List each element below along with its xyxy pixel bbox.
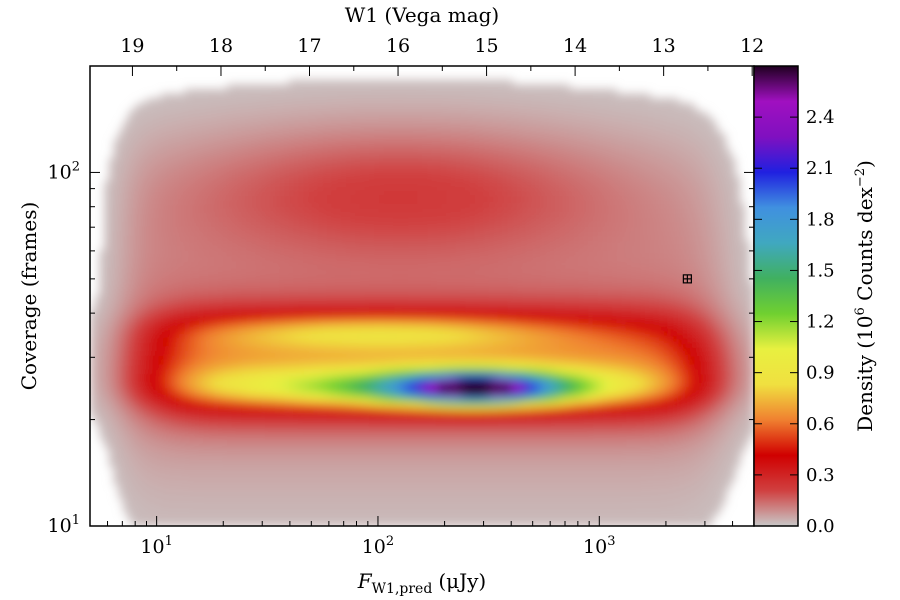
top-tick-label: 16 xyxy=(386,35,410,57)
y-axis-title: Coverage (frames) xyxy=(17,202,41,391)
x-axis-title: FW1,pred (μJy) xyxy=(357,569,486,597)
colorbar-tick-label: 1.8 xyxy=(806,209,835,230)
x-tick-label: 103 xyxy=(583,534,615,558)
density-map xyxy=(90,79,754,526)
colorbar-tick-label: 1.5 xyxy=(806,260,835,281)
y-tick-label: 102 xyxy=(48,159,80,183)
colorbar-title: Density (106 Counts dex−2) xyxy=(853,160,877,432)
colorbar xyxy=(753,65,799,527)
x-tick-label: 102 xyxy=(362,534,394,558)
colorbar-tick-label: 2.4 xyxy=(806,107,835,128)
error-marker-group xyxy=(682,274,692,284)
top-axis: 19 18 17 16 15 14 13 12 xyxy=(120,35,764,76)
x-tick-label: 101 xyxy=(140,534,172,558)
colorbar-tick-label: 2.1 xyxy=(806,158,835,179)
top-tick-label: 18 xyxy=(209,35,233,57)
top-tick-label: 19 xyxy=(120,35,144,57)
top-tick-label: 17 xyxy=(297,35,321,57)
colorbar-tick-label: 1.2 xyxy=(806,312,835,333)
top-tick-label: 12 xyxy=(740,35,764,57)
top-tick-label: 14 xyxy=(563,35,587,57)
top-axis-title: W1 (Vega mag) xyxy=(345,3,499,27)
colorbar-tick-label: 0.3 xyxy=(806,465,835,486)
colorbar-tick-label: 0.6 xyxy=(806,414,835,435)
top-tick-label: 15 xyxy=(474,35,498,57)
x-axis: 101 102 103 xyxy=(89,516,755,558)
colorbar-tick-label: 0.9 xyxy=(806,363,835,384)
colorbar-ticks: 0.0 0.3 0.6 0.9 1.2 1.5 1.8 2.1 2.4 xyxy=(754,107,835,537)
y-tick-label: 101 xyxy=(48,513,80,537)
top-tick-label: 13 xyxy=(652,35,676,57)
colorbar-tick-label: 0.0 xyxy=(806,516,835,537)
y-axis: 101 102 xyxy=(48,65,754,537)
